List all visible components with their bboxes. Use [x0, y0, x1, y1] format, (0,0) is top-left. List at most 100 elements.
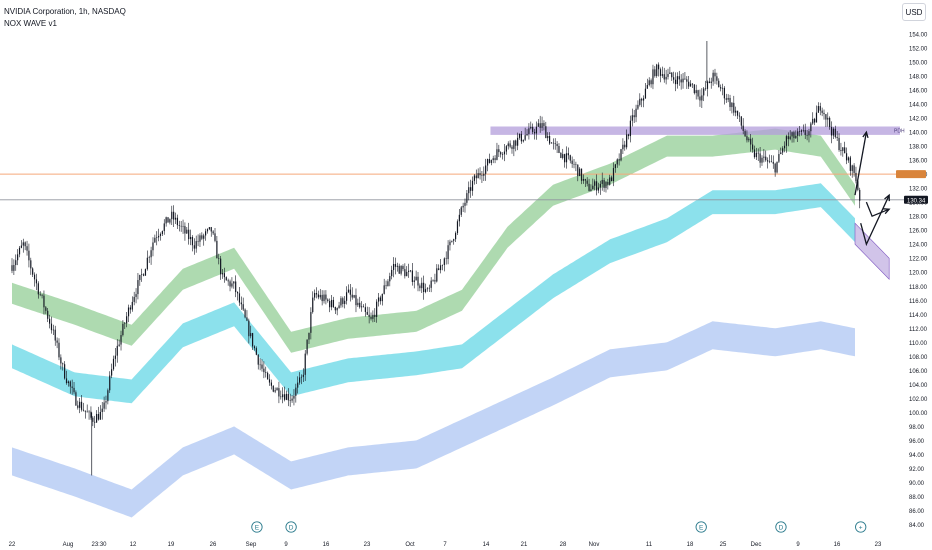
candle-body [539, 123, 541, 128]
time-tick-label: 9 [284, 542, 288, 548]
currency-button[interactable]: USD [902, 3, 926, 21]
candle-body [135, 294, 137, 297]
candle-body [118, 344, 120, 346]
candle-body [618, 159, 620, 161]
candle-body [601, 179, 603, 184]
event-marker[interactable] [695, 521, 707, 533]
candle-body [562, 154, 564, 158]
candle-body [855, 172, 857, 182]
candle-body [443, 258, 445, 265]
candle-body [302, 374, 304, 377]
time-tick-label: Dec [751, 542, 762, 548]
candle-body [520, 133, 522, 142]
candle-body [75, 392, 77, 406]
time-tick-label: 14 [483, 542, 490, 548]
price-tick-label: 114.00 [909, 313, 928, 319]
candle-body [774, 163, 776, 173]
candle-body [468, 187, 470, 194]
projection-arrow-1 [854, 131, 868, 196]
candle-body [567, 153, 569, 156]
arrow-head [883, 208, 891, 215]
candle-body [268, 379, 271, 383]
candle-body [644, 88, 647, 99]
candle-body [543, 123, 545, 127]
candle-body [385, 285, 387, 287]
candle-body [298, 377, 301, 383]
time-tick-label: 28 [560, 542, 567, 548]
candle-body [334, 306, 336, 311]
time-tick-label: 12 [130, 542, 137, 548]
candle-body [783, 145, 786, 149]
price-tick-label: 122.00 [909, 257, 928, 263]
candle-body [332, 299, 335, 307]
candle-body [364, 307, 366, 312]
candle-body [552, 142, 554, 144]
candle-body [586, 180, 588, 184]
candle-body [154, 237, 156, 243]
candle-body [548, 135, 551, 144]
candle-body [847, 157, 850, 161]
candle-body [550, 142, 553, 144]
event-marker[interactable] [775, 521, 787, 533]
candle-body [595, 181, 598, 191]
candle-body [158, 235, 160, 238]
candle-body [503, 151, 506, 155]
candle-body [71, 386, 73, 388]
candle-body [579, 168, 581, 177]
candle-body [827, 117, 829, 120]
candle-body [445, 258, 447, 260]
candle-body [590, 189, 592, 191]
candle-body [582, 179, 585, 181]
time-tick-label: 9 [796, 542, 800, 548]
candle-body [665, 76, 667, 80]
candle-body [494, 158, 496, 160]
candle-body [107, 390, 109, 402]
candle-body [280, 396, 282, 398]
candle-body [20, 245, 22, 248]
candle-body [584, 179, 586, 181]
candle-body [173, 211, 175, 220]
event-marker[interactable] [251, 521, 263, 533]
candle-body [479, 173, 481, 176]
candle-body [464, 202, 466, 206]
candle-body [24, 242, 26, 247]
candle-body [203, 235, 205, 239]
event-marker[interactable] [855, 521, 867, 533]
candle-body [859, 189, 861, 201]
candle-body [624, 144, 626, 148]
candle-body [642, 98, 645, 101]
candle-body [545, 126, 547, 139]
candle-body [740, 116, 742, 126]
event-marker-label: D [779, 524, 784, 531]
candle-body [144, 269, 147, 276]
candle-body [569, 155, 571, 161]
candle-body [658, 64, 660, 70]
candle-body [541, 123, 543, 128]
candle-body [825, 114, 827, 120]
candle-body [259, 364, 261, 366]
price-tick-label: 108.00 [909, 355, 928, 361]
candle-body [797, 131, 799, 136]
candle-body [680, 79, 682, 83]
candle-body [689, 83, 692, 87]
candle-body [486, 159, 489, 166]
candle-body [439, 265, 442, 271]
candle-body [43, 295, 45, 308]
price-tick-label: 148.00 [909, 75, 928, 81]
candle-body [650, 80, 652, 85]
candle-body [428, 287, 430, 289]
candle-body [714, 72, 716, 77]
candle-body [772, 161, 774, 164]
candle-body [678, 76, 680, 80]
candle-body [500, 152, 502, 155]
candle-body [635, 108, 637, 118]
candle-body [362, 306, 365, 308]
candle-body [759, 153, 761, 163]
candle-body [535, 126, 538, 134]
candle-body [744, 130, 746, 137]
candle-body [712, 72, 714, 82]
event-marker[interactable] [285, 521, 297, 533]
